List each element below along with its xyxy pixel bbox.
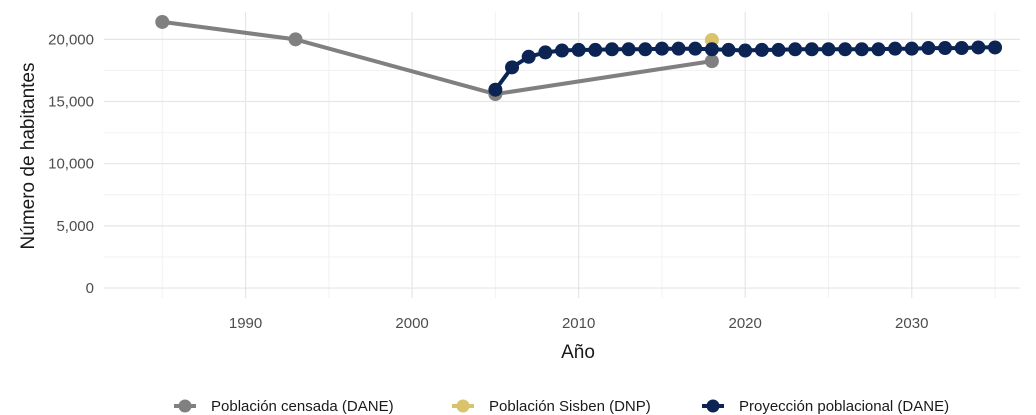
y-tick-label: 10,000 xyxy=(48,156,94,173)
legend-item: Población censada (DANE) xyxy=(174,398,394,415)
data-point xyxy=(854,42,869,57)
data-point xyxy=(521,49,536,64)
data-point xyxy=(954,41,969,56)
y-axis-title: Número de habitantes xyxy=(18,63,39,250)
data-point xyxy=(904,41,919,56)
data-point xyxy=(638,42,653,57)
data-point xyxy=(804,42,819,57)
data-point xyxy=(771,42,786,57)
y-tick-label: 0 xyxy=(86,280,94,297)
x-axis-title: Año xyxy=(561,342,595,363)
legend-label: Población Sisben (DNP) xyxy=(489,398,651,415)
y-axis-ticks: 0 5,000 10,000 15,000 20,000 xyxy=(48,31,94,297)
legend-item: Proyección poblacional (DANE) xyxy=(702,398,949,415)
legend: Población censada (DANE) Población Sisben… xyxy=(174,398,949,415)
y-tick-label: 20,000 xyxy=(48,31,94,48)
data-point xyxy=(505,60,520,75)
data-point xyxy=(571,42,586,57)
series-0 xyxy=(155,14,719,102)
data-point xyxy=(155,14,170,29)
x-tick-label: 2010 xyxy=(562,315,595,332)
data-point xyxy=(704,42,719,57)
data-point xyxy=(671,41,686,56)
data-point xyxy=(754,42,769,57)
legend-label: Población censada (DANE) xyxy=(211,398,394,415)
x-tick-label: 2030 xyxy=(895,315,928,332)
series-2 xyxy=(488,40,1003,97)
data-point xyxy=(788,42,803,57)
y-tick-label: 5,000 xyxy=(56,218,94,235)
data-point xyxy=(488,82,503,97)
legend-key-dot xyxy=(456,399,470,413)
data-point xyxy=(538,45,553,60)
series-line xyxy=(160,19,714,97)
data-point xyxy=(838,42,853,57)
data-point xyxy=(288,32,303,47)
data-point xyxy=(688,41,703,56)
data-point xyxy=(821,42,836,57)
data-point xyxy=(721,42,736,57)
data-point xyxy=(921,41,936,56)
x-tick-label: 2000 xyxy=(395,315,428,332)
legend-label: Proyección poblacional (DANE) xyxy=(739,398,949,415)
data-point xyxy=(871,42,886,57)
data-point xyxy=(738,43,753,58)
legend-key-dot xyxy=(706,399,720,413)
data-point xyxy=(588,42,603,57)
x-tick-label: 1990 xyxy=(229,315,262,332)
legend-item: Población Sisben (DNP) xyxy=(452,398,651,415)
data-point xyxy=(621,42,636,57)
x-axis-ticks: 1990 2000 2010 2020 2030 xyxy=(229,315,929,332)
data-point xyxy=(604,42,619,57)
data-point xyxy=(971,40,986,55)
data-point xyxy=(654,41,669,56)
y-tick-label: 15,000 xyxy=(48,94,94,111)
data-point xyxy=(555,43,569,58)
x-tick-label: 2020 xyxy=(729,315,762,332)
data-point xyxy=(704,54,719,69)
data-point xyxy=(888,41,903,56)
grid xyxy=(104,12,1020,298)
data-point xyxy=(938,41,953,56)
series xyxy=(155,14,1003,102)
legend-key-dot xyxy=(178,399,192,413)
data-point xyxy=(988,40,1003,55)
